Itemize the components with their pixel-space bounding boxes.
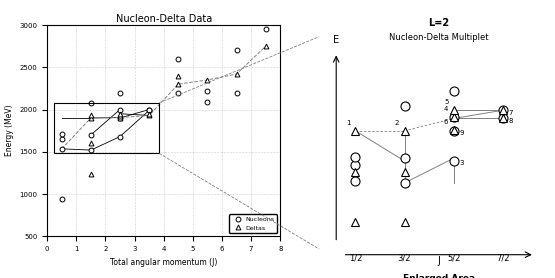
Text: E: E	[333, 35, 339, 45]
Text: 9: 9	[459, 130, 463, 136]
Text: 7: 7	[508, 110, 513, 116]
Bar	[54, 103, 159, 153]
Legend: Nucleons, Deltas: Nucleons, Deltas	[229, 214, 277, 233]
Text: 8: 8	[508, 118, 513, 124]
Text: Enlarged Area: Enlarged Area	[402, 274, 475, 278]
Text: 2: 2	[395, 120, 400, 126]
Text: 5: 5	[444, 100, 448, 105]
Text: 1: 1	[346, 120, 350, 126]
Text: J: J	[437, 256, 440, 266]
Text: 4: 4	[444, 106, 448, 112]
Text: L=2: L=2	[428, 18, 449, 28]
Text: 1/2: 1/2	[349, 254, 362, 262]
Text: 3: 3	[459, 160, 463, 167]
Title: Nucleon-Delta Data: Nucleon-Delta Data	[115, 14, 212, 24]
X-axis label: Total angular momentum (J): Total angular momentum (J)	[110, 258, 218, 267]
Text: 7/2: 7/2	[496, 254, 509, 262]
Text: 5/2: 5/2	[447, 254, 460, 262]
Text: 3/2: 3/2	[398, 254, 411, 262]
Text: Nucleon-Delta Multiplet: Nucleon-Delta Multiplet	[389, 33, 488, 42]
Y-axis label: Energy (MeV): Energy (MeV)	[5, 105, 14, 157]
Text: 6: 6	[444, 119, 448, 125]
